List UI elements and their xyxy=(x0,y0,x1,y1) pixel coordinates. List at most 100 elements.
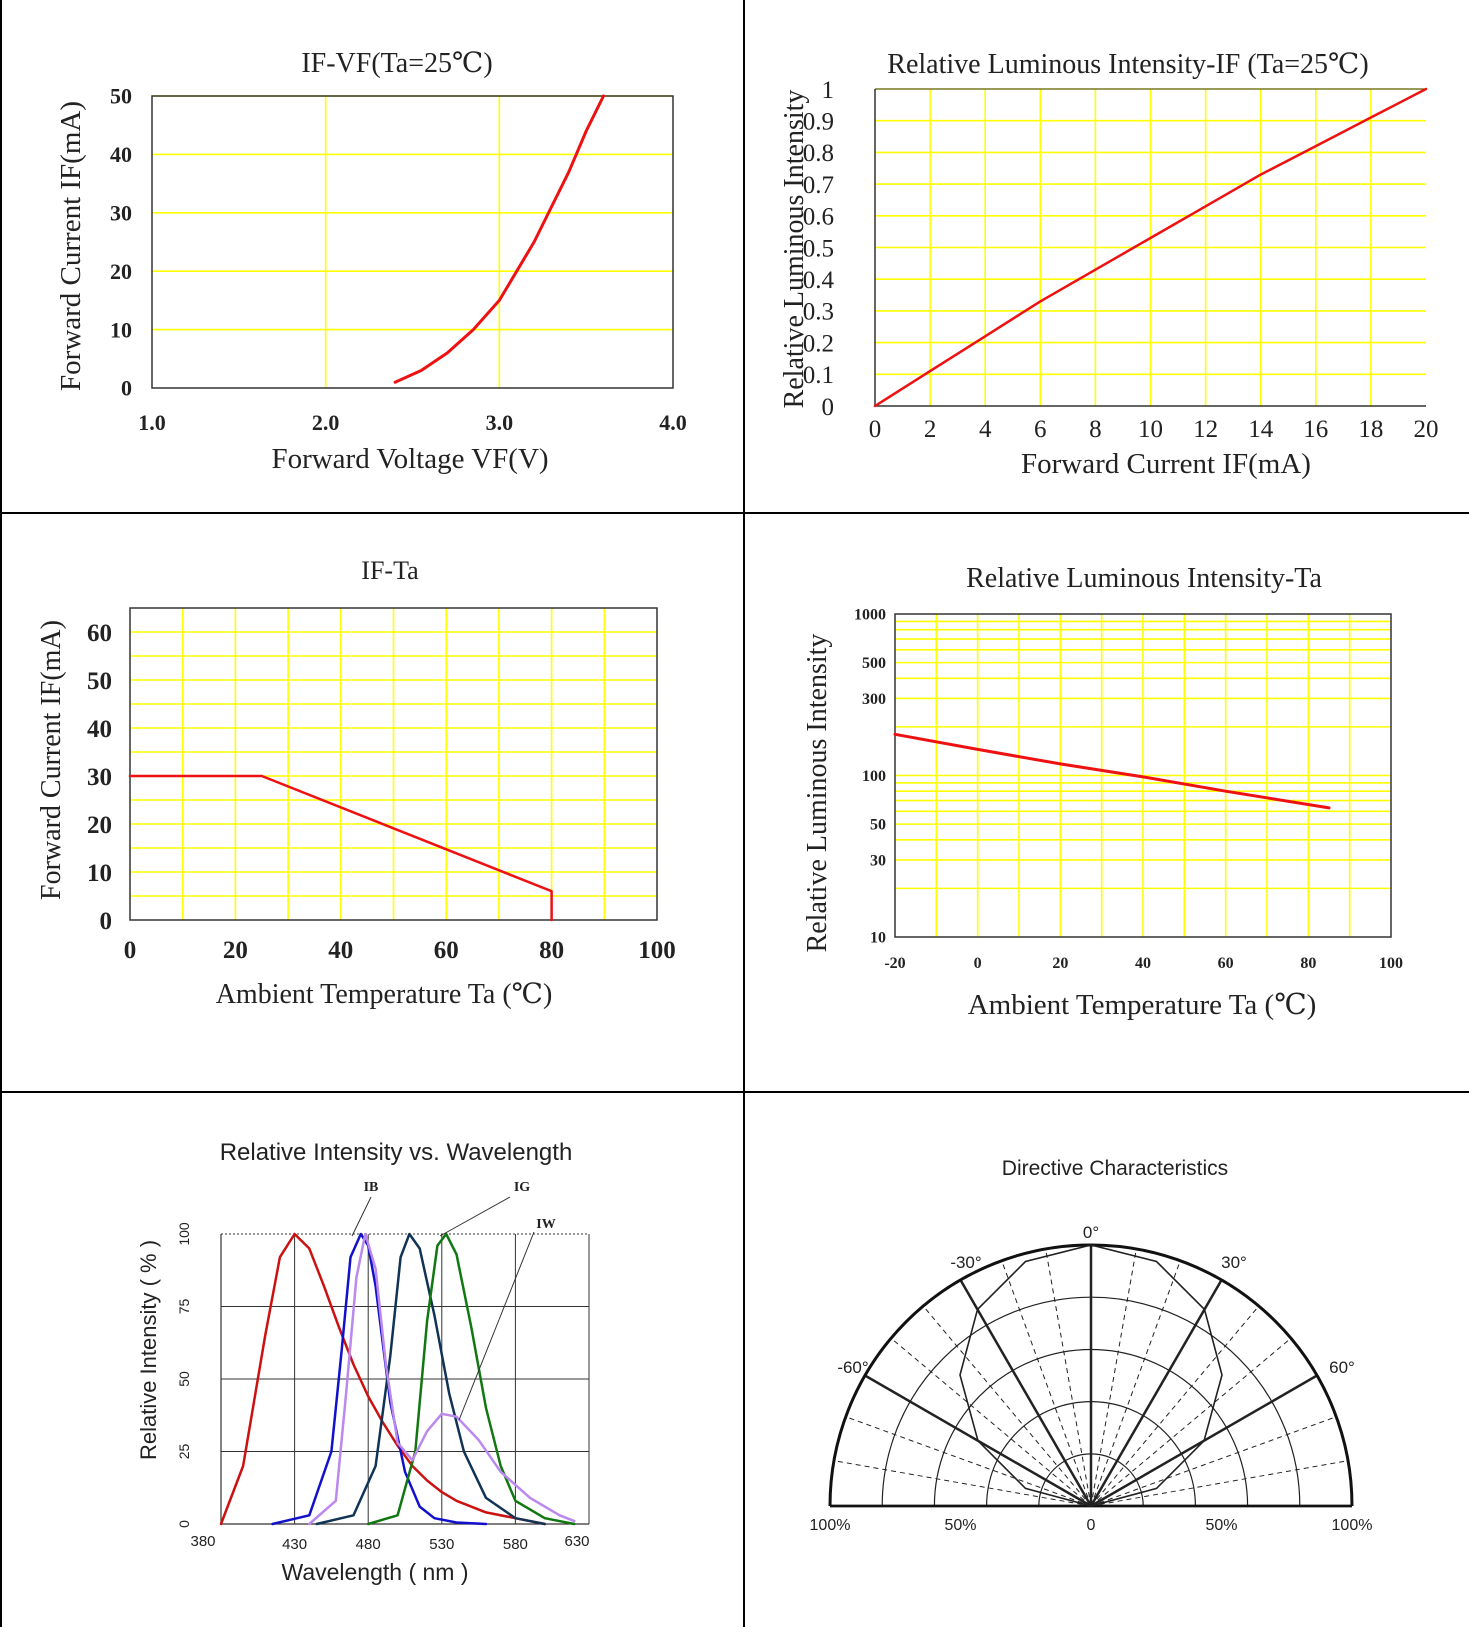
series-line-1 xyxy=(893,732,1331,810)
angle-line-minor xyxy=(890,1337,1092,1507)
x-tick-label: 60 xyxy=(434,937,459,964)
chart-rli-ta: Relative Luminous Intensity-Ta -20 0 20 40 6… xyxy=(802,563,1403,1021)
plot-frame xyxy=(129,607,658,921)
x-tick-label: 14 xyxy=(1248,416,1274,443)
y-tick-label: 0.7 xyxy=(803,172,834,199)
chart-title: IF-VF(Ta=25℃) xyxy=(301,48,492,79)
x-tick-label: 40 xyxy=(1135,955,1151,972)
x-tick-label: 3.0 xyxy=(486,410,514,435)
plot-area: -20 0 20 40 60 80 100 10 30 50 100 300 500 1000 xyxy=(854,607,1403,972)
chart-directive: Directive Characteristics 0° -30° 30° -60° 6… xyxy=(810,1157,1373,1534)
series-line-5 xyxy=(308,1232,576,1526)
x-tick-label: 580 xyxy=(503,1536,528,1553)
angle-line-minor xyxy=(1090,1260,1181,1507)
chart-title: Directive Characteristics xyxy=(1002,1157,1228,1180)
plot-area: 0 2 4 6 8 10 12 14 16 18 20 0 0.1 0.2 0.3 0.4 0.5 0.6 0.7 0… xyxy=(803,77,1439,443)
x-tick-label: 20 xyxy=(223,937,248,964)
chart-title: IF-Ta xyxy=(361,556,419,585)
y-tick-label: 10 xyxy=(870,930,886,947)
y-tick-label: 30 xyxy=(870,853,886,870)
chart-if-ta: IF-Ta 0 20 40 60 80 100 0 10 20 30 40 50 60 Ambient … xyxy=(36,556,676,1010)
angle-line-minor xyxy=(1090,1416,1337,1507)
chart-title: Relative Luminous Intensity-IF (Ta=25℃) xyxy=(887,49,1368,80)
angle-line-minor xyxy=(922,1305,1092,1507)
x-axis-label: Forward Current IF(mA) xyxy=(1021,448,1311,480)
radial-label: 100% xyxy=(810,1517,851,1534)
y-tick-label: 0.9 xyxy=(803,108,834,135)
y-tick-label: 75 xyxy=(176,1299,192,1315)
x-tick-label: 4.0 xyxy=(659,410,687,435)
x-tick-label: 20 xyxy=(1052,955,1068,972)
leader-line-iw xyxy=(458,1231,535,1421)
x-axis-label: Wavelength ( nm ) xyxy=(281,1559,468,1585)
x-tick-label: 10 xyxy=(1138,416,1163,443)
series-line-1 xyxy=(219,1232,547,1526)
y-axis-label: Forward Current IF(mA) xyxy=(55,101,87,391)
x-tick-label: 8 xyxy=(1089,416,1102,443)
plot-frame xyxy=(151,95,674,389)
x-tick-label: 0 xyxy=(124,937,137,964)
y-tick-label: 0 xyxy=(100,908,113,935)
x-axis-label: Forward Voltage VF(V) xyxy=(271,443,548,475)
plot-area: 0 20 40 60 80 100 0 10 20 30 40 50 60 xyxy=(87,607,676,964)
x-tick-label: 480 xyxy=(356,1536,381,1553)
y-tick-label: 25 xyxy=(176,1444,192,1460)
y-tick-label: 30 xyxy=(87,764,112,791)
y-tick-label: 1000 xyxy=(854,607,886,624)
angle-line-major xyxy=(959,1279,1093,1507)
plot-frame xyxy=(894,613,1392,938)
y-tick-label: 0.1 xyxy=(803,362,834,389)
y-axis-label: Relative Luminous Intensity xyxy=(802,634,833,953)
x-tick-label: 80 xyxy=(539,937,564,964)
plot-area: 0° -30° 30° -60° 60° 100% 50% 0 50% 100% xyxy=(810,1223,1373,1534)
y-tick-label: 0.2 xyxy=(803,330,834,357)
x-tick-label: 530 xyxy=(429,1536,454,1553)
y-tick-label: 0.3 xyxy=(803,299,834,326)
x-tick-label: 0 xyxy=(974,955,982,972)
angle-line-minor xyxy=(1090,1337,1292,1507)
radial-label: 100% xyxy=(1332,1517,1373,1534)
y-tick-label: 0.4 xyxy=(803,267,835,294)
y-tick-label: 40 xyxy=(110,142,132,167)
y-tick-label: 100 xyxy=(176,1222,192,1246)
x-tick-label: 2.0 xyxy=(312,410,340,435)
chart-title: Relative Luminous Intensity-Ta xyxy=(966,563,1322,594)
series-line-4 xyxy=(366,1232,576,1526)
y-tick-label: 0.8 xyxy=(803,140,834,167)
y-tick-label: 50 xyxy=(176,1371,192,1387)
chart-if-vf: IF-VF(Ta=25℃) 1.0 2.0 3.0 4.0 0 10 20 30 40 50 Fo… xyxy=(55,48,687,475)
y-tick-label: 0 xyxy=(121,376,132,401)
y-axis-label: Relative Intensity ( % ) xyxy=(136,1240,161,1460)
y-tick-label: 1 xyxy=(822,77,835,104)
plot-area: 1.0 2.0 3.0 4.0 0 10 20 30 40 50 xyxy=(110,84,687,435)
angle-label: 0° xyxy=(1083,1223,1099,1242)
x-tick-label: 100 xyxy=(1379,955,1403,972)
x-tick-label: 0 xyxy=(869,416,882,443)
x-axis-label: Ambient Temperature Ta (℃) xyxy=(216,979,553,1010)
x-tick-label: 630 xyxy=(564,1533,589,1550)
x-tick-label: -20 xyxy=(884,955,905,972)
angle-label: -30° xyxy=(950,1253,981,1272)
angle-line-minor xyxy=(833,1460,1092,1507)
x-tick-label: 40 xyxy=(328,937,353,964)
x-tick-label: 100 xyxy=(638,937,676,964)
x-tick-label: 4 xyxy=(979,416,992,443)
y-tick-label: 100 xyxy=(862,768,886,785)
chart-rli-if: Relative Luminous Intensity-IF (Ta=25℃) … xyxy=(779,49,1439,480)
annotation-iw: IW xyxy=(536,1217,555,1232)
series-line-1 xyxy=(128,774,553,922)
y-tick-label: 500 xyxy=(862,655,886,672)
x-tick-label: 20 xyxy=(1414,416,1439,443)
y-axis-label: Forward Current IF(mA) xyxy=(36,620,67,900)
y-tick-label: 50 xyxy=(870,817,886,834)
angle-line-minor xyxy=(845,1416,1092,1507)
plot-area: 380 430 480 530 580 630 0 25 50 75 100 xyxy=(176,1196,590,1553)
series-line-1 xyxy=(393,94,605,384)
chart-spectrum: Relative Intensity vs. Wavelength 380 430… xyxy=(136,1139,590,1585)
y-tick-label: 0 xyxy=(822,394,835,421)
y-tick-label: 10 xyxy=(87,860,112,887)
x-tick-label: 60 xyxy=(1218,955,1234,972)
x-tick-label: 18 xyxy=(1358,416,1383,443)
x-tick-label: 2 xyxy=(924,416,937,443)
